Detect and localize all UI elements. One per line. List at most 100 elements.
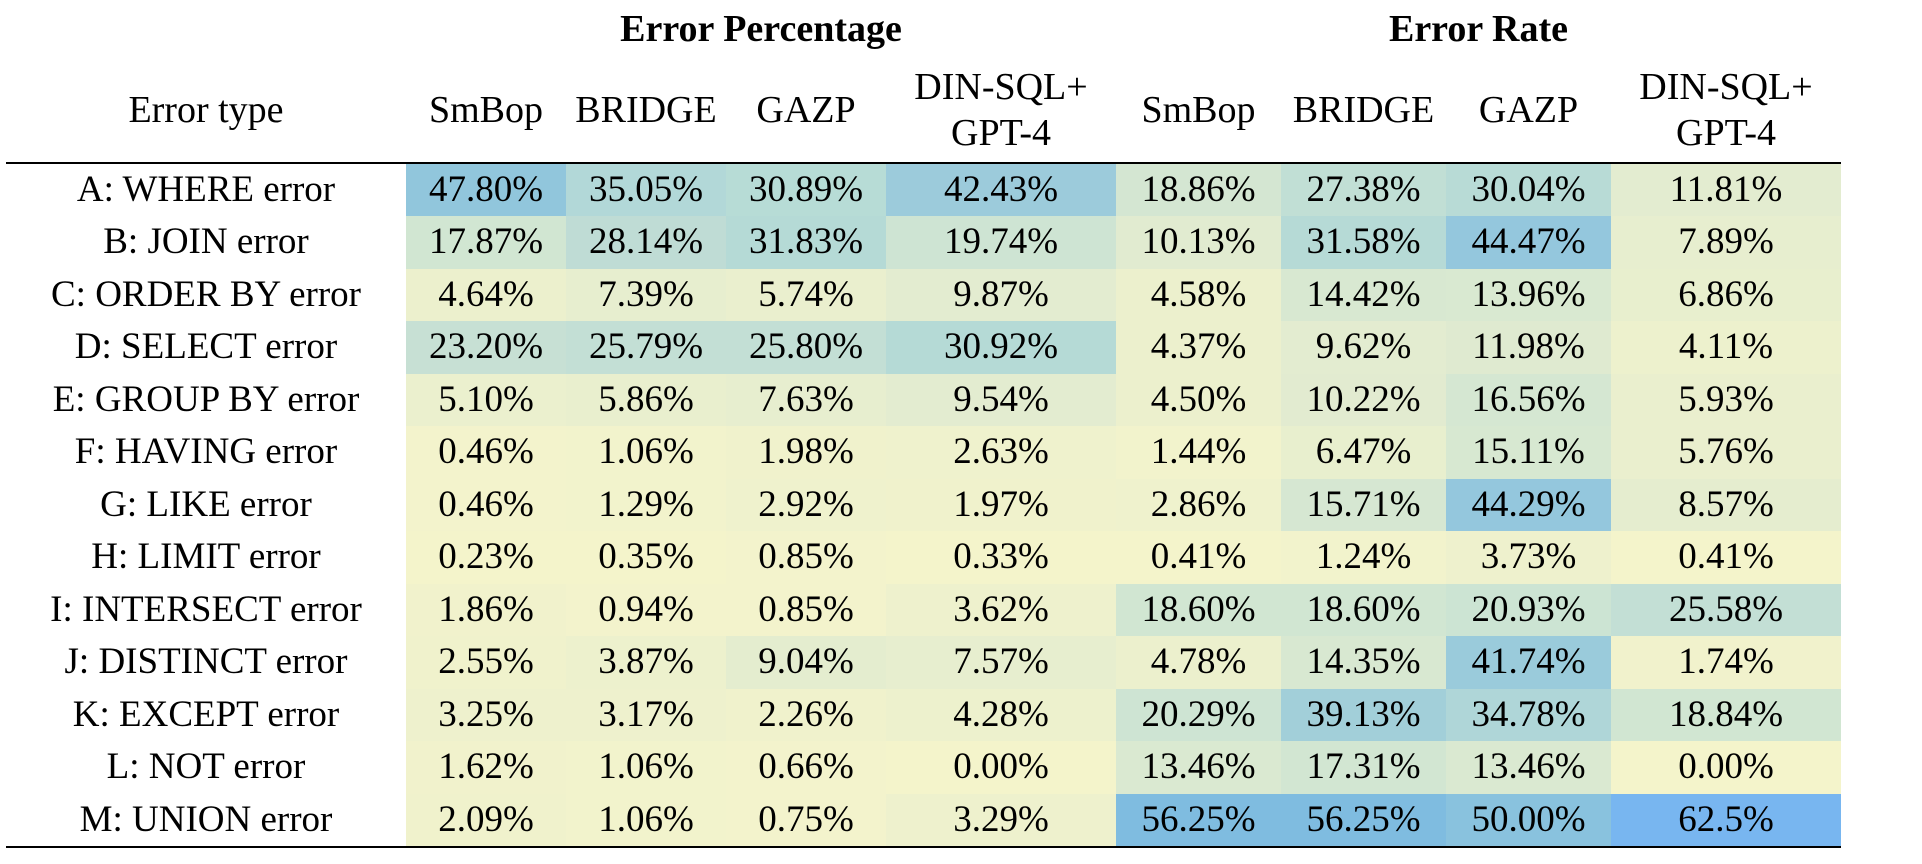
table-cell: 9.04% <box>726 636 886 689</box>
table-cell: 30.92% <box>886 321 1116 374</box>
table-cell: 25.58% <box>1611 583 1841 636</box>
table-row: D: SELECT error 23.20% 25.79% 25.80% 30.92% 4… <box>6 321 1841 374</box>
row-label: A: WHERE error <box>76 169 336 210</box>
column-header: DIN-SQL+ GPT-4 <box>1611 58 1841 164</box>
table-cell: 30.89% <box>726 163 886 216</box>
table-cell: 16.56% <box>1446 373 1611 426</box>
column-header: BRIDGE <box>566 58 726 164</box>
table-cell: 0.00% <box>1611 741 1841 794</box>
table-cell: 3.17% <box>566 688 726 741</box>
table-cell: 0.85% <box>726 583 886 636</box>
table-cell: 0.35% <box>566 531 726 584</box>
column-header: BRIDGE <box>1281 58 1446 164</box>
table-cell: 1.97% <box>886 478 1116 531</box>
column-header: DIN-SQL+ GPT-4 <box>886 58 1116 164</box>
table-row: K: EXCEPT error 3.25% 3.17% 2.26% 4.28% 20.29… <box>6 688 1841 741</box>
table-cell: 13.96% <box>1446 268 1611 321</box>
error-analysis-table: Error Percentage Error Rate Error type S… <box>6 0 1841 848</box>
table-cell: 5.86% <box>566 373 726 426</box>
table-cell: 62.5% <box>1611 793 1841 848</box>
group-header-error-rate: Error Rate <box>1388 8 1569 50</box>
table-cell: 4.37% <box>1116 321 1281 374</box>
table-cell: 10.13% <box>1116 216 1281 269</box>
table-cell: 0.46% <box>406 426 566 479</box>
table-cell: 2.26% <box>726 688 886 741</box>
table-cell: 30.04% <box>1446 163 1611 216</box>
table-cell: 15.71% <box>1281 478 1446 531</box>
table-cell: 31.83% <box>726 216 886 269</box>
row-label: D: SELECT error <box>74 326 338 368</box>
table-cell: 2.09% <box>406 793 566 848</box>
table-cell: 23.20% <box>406 321 566 374</box>
table-row: I: INTERSECT error 1.86% 0.94% 0.85% 3.62% 18… <box>6 583 1841 636</box>
table-cell: 1.98% <box>726 426 886 479</box>
table-cell: 0.00% <box>886 741 1116 794</box>
table-cell: 39.13% <box>1281 688 1446 741</box>
table-cell: 41.74% <box>1446 636 1611 689</box>
table-cell: 2.55% <box>406 636 566 689</box>
row-label: G: LIKE error <box>100 483 312 525</box>
table-cell: 27.38% <box>1281 163 1446 216</box>
table-cell: 31.58% <box>1281 216 1446 269</box>
row-label: C: ORDER BY error <box>50 273 362 315</box>
table-body: A: WHERE error 47.80% 35.05% 30.89% 42.43% 18… <box>6 163 1841 848</box>
table-cell: 9.54% <box>886 373 1116 426</box>
table-cell: 7.39% <box>566 268 726 321</box>
table-cell: 5.76% <box>1611 426 1841 479</box>
table-cell: 1.29% <box>566 478 726 531</box>
table-cell: 3.73% <box>1446 531 1611 584</box>
row-label: J: DISTINCT error <box>64 641 348 683</box>
table-cell: 7.57% <box>886 636 1116 689</box>
table-cell: 19.74% <box>886 216 1116 269</box>
table-cell: 56.25% <box>1281 793 1446 848</box>
table-cell: 1.24% <box>1281 531 1446 584</box>
table-row: M: UNION error 2.09% 1.06% 0.75% 3.29% 56.25%… <box>6 793 1841 848</box>
table-cell: 1.62% <box>406 741 566 794</box>
group-header-row: Error Percentage Error Rate <box>6 0 1841 58</box>
table-cell: 4.50% <box>1116 373 1281 426</box>
table-cell: 18.86% <box>1116 163 1281 216</box>
table-cell: 4.11% <box>1611 321 1841 374</box>
table-cell: 35.05% <box>566 163 726 216</box>
row-label: H: LIMIT error <box>91 536 321 578</box>
table-cell: 3.25% <box>406 688 566 741</box>
table-cell: 1.06% <box>566 741 726 794</box>
table-cell: 4.58% <box>1116 268 1281 321</box>
table-cell: 9.62% <box>1281 321 1446 374</box>
group-header-blank <box>6 0 406 58</box>
table-cell: 14.42% <box>1281 268 1446 321</box>
table-cell: 3.62% <box>886 583 1116 636</box>
table-cell: 3.29% <box>886 793 1116 848</box>
table-cell: 0.33% <box>886 531 1116 584</box>
column-header: GAZP <box>1446 58 1611 164</box>
table-cell: 10.22% <box>1281 373 1446 426</box>
table-cell: 2.92% <box>726 478 886 531</box>
table-cell: 56.25% <box>1116 793 1281 848</box>
row-label: F: HAVING error <box>74 431 338 473</box>
table-cell: 11.81% <box>1611 163 1841 216</box>
table-cell: 11.98% <box>1446 321 1611 374</box>
table-cell: 1.06% <box>566 426 726 479</box>
table-cell: 42.43% <box>886 163 1116 216</box>
column-header: SmBop <box>406 58 566 164</box>
table-cell: 5.93% <box>1611 373 1841 426</box>
table-row: G: LIKE error 0.46% 1.29% 2.92% 1.97% 2.86% 15… <box>6 478 1841 531</box>
table-cell: 0.23% <box>406 531 566 584</box>
row-header-label: Error type <box>6 58 406 164</box>
table-row: B: JOIN error 17.87% 28.14% 31.83% 19.74% 10.… <box>6 216 1841 269</box>
table-cell: 44.29% <box>1446 478 1611 531</box>
table-cell: 13.46% <box>1116 741 1281 794</box>
table-cell: 7.63% <box>726 373 886 426</box>
table-cell: 1.06% <box>566 793 726 848</box>
table-cell: 0.85% <box>726 531 886 584</box>
column-header: SmBop <box>1116 58 1281 164</box>
table-cell: 50.00% <box>1446 793 1611 848</box>
table-cell: 0.41% <box>1611 531 1841 584</box>
table-cell: 17.87% <box>406 216 566 269</box>
table-cell: 8.57% <box>1611 478 1841 531</box>
table-cell: 17.31% <box>1281 741 1446 794</box>
table-row: C: ORDER BY error 4.64% 7.39% 5.74% 9.87% 4.5… <box>6 268 1841 321</box>
table-cell: 2.63% <box>886 426 1116 479</box>
table-cell: 4.64% <box>406 268 566 321</box>
